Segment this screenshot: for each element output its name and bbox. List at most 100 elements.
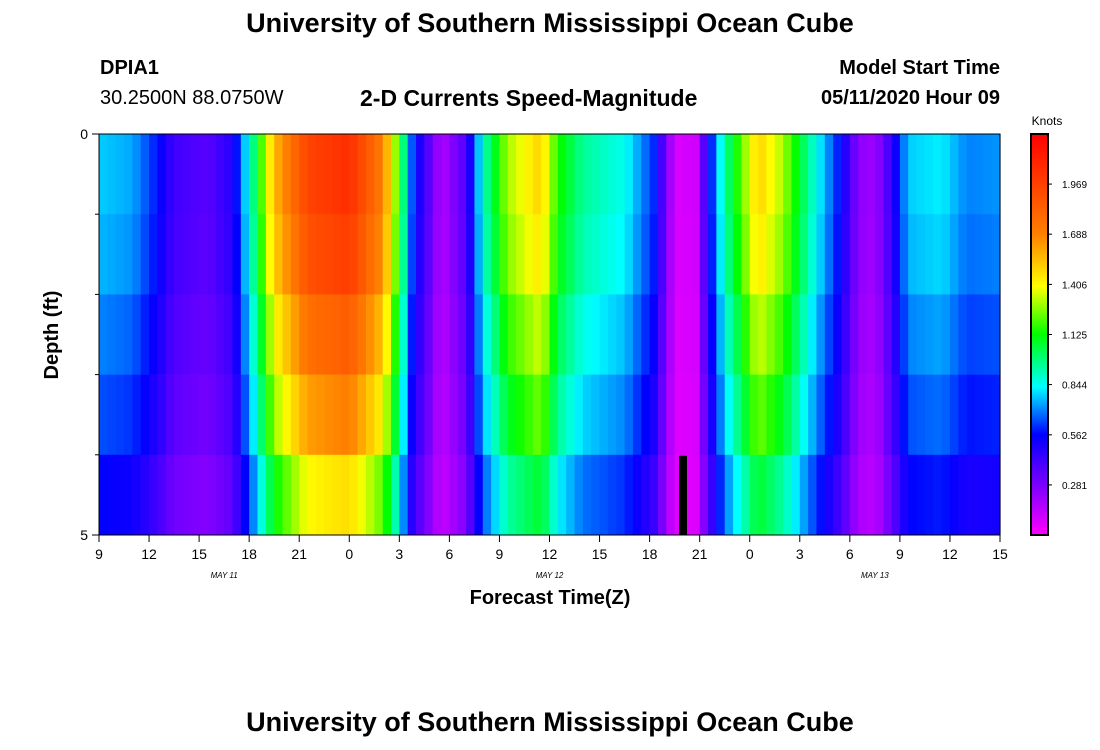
heatmap-cell	[441, 374, 450, 456]
heatmap-cell	[299, 294, 309, 375]
heatmap-cell	[324, 134, 334, 215]
heatmap-cell	[324, 214, 334, 295]
heatmap-cell	[758, 294, 768, 375]
colorbar: Knots 1.969 1.688 1.406 1.125 0.844 0.562 0.28…	[1030, 114, 1087, 536]
heatmap-cell	[708, 134, 717, 215]
heatmap-cell	[124, 374, 133, 456]
heatmap-cell	[482, 374, 492, 456]
heatmap-cell	[257, 454, 267, 536]
heatmap-cell	[249, 294, 259, 375]
heatmap-cell	[474, 454, 484, 536]
heatmap-cell	[507, 374, 517, 456]
heatmap-cell	[157, 454, 167, 536]
heatmap-cell	[808, 454, 818, 536]
heatmap-cell	[949, 374, 959, 456]
heatmap-cell	[724, 134, 734, 215]
heatmap-cell	[908, 374, 918, 456]
heatmap-cell	[182, 134, 192, 215]
heatmap-cell	[607, 214, 617, 295]
heatmap-cell	[524, 374, 534, 456]
heatmap-cell	[657, 454, 667, 536]
heatmap-cell	[115, 454, 125, 536]
heatmap-cell	[841, 294, 851, 375]
heatmap-cell	[215, 214, 225, 295]
heatmap-cell	[883, 134, 893, 215]
heatmap-cell	[816, 134, 826, 215]
heatmap-cell	[883, 214, 893, 295]
heatmap-cell	[407, 134, 417, 215]
heatmap-cell	[966, 134, 976, 215]
x-tick-label: 21	[692, 546, 708, 562]
heatmap-cell	[632, 374, 642, 456]
heatmap-cell	[99, 134, 108, 215]
heatmap-cell	[499, 454, 509, 536]
heatmap-cell	[107, 294, 117, 375]
heatmap-cell	[974, 214, 984, 295]
heatmap-cell	[524, 294, 534, 375]
heatmap-cell	[149, 454, 158, 536]
heatmap-cell	[574, 454, 584, 536]
page-title-footer: University of Southern Mississippi Ocean…	[246, 707, 854, 737]
heatmap-cell	[432, 454, 442, 536]
heatmap-cell	[482, 134, 492, 215]
heatmap-cell	[974, 294, 984, 375]
heatmap-cell	[699, 374, 709, 456]
x-tick-label: 12	[141, 546, 157, 562]
heatmap-cell	[232, 214, 242, 295]
heatmap-cell	[624, 214, 634, 295]
heatmap-cell	[474, 134, 484, 215]
heatmap-cell	[557, 374, 567, 456]
heatmap-cell	[766, 374, 776, 456]
heatmap-cell	[416, 214, 425, 295]
heatmap-cell	[332, 294, 342, 375]
heatmap-cell	[124, 294, 133, 375]
heatmap-cell	[390, 374, 400, 456]
heatmap-cell	[257, 294, 267, 375]
x-tick-label: 9	[896, 546, 904, 562]
heatmap-cell	[232, 294, 242, 375]
heatmap-cell	[566, 294, 576, 375]
heatmap-cell	[224, 454, 234, 536]
heatmap-cell	[891, 134, 901, 215]
heatmap-cell	[232, 454, 242, 536]
heatmap-cell	[599, 454, 609, 536]
heatmap-cell	[566, 214, 576, 295]
heatmap-cell	[199, 214, 209, 295]
heatmap-cell	[682, 214, 692, 295]
heatmap-cell	[307, 374, 317, 456]
heatmap-cell	[290, 214, 300, 295]
heatmap-cell	[949, 134, 959, 215]
heatmap-cell	[165, 294, 175, 375]
heatmap-cell	[791, 134, 801, 215]
heatmap-cell	[157, 214, 167, 295]
heatmap-cell	[824, 134, 834, 215]
y-axis: 05	[80, 126, 99, 543]
heatmap-cell	[641, 214, 651, 295]
heatmap-cell	[824, 454, 834, 536]
heatmap-cell	[774, 294, 784, 375]
heatmap-cell	[849, 374, 859, 456]
heatmap-cell	[115, 374, 125, 456]
heatmap-cell	[324, 374, 334, 456]
heatmap-cell	[541, 374, 551, 456]
heatmap-cell	[215, 134, 225, 215]
model-start-time: 05/11/2020 Hour 09	[820, 87, 1000, 109]
heatmap-cell	[783, 374, 793, 456]
heatmap-cell	[365, 214, 375, 295]
heatmap-cell	[507, 454, 517, 536]
heatmap-cell	[532, 214, 542, 295]
heatmap-cell	[399, 374, 409, 456]
colorbar-tick-label: 1.406	[1062, 280, 1087, 291]
heatmap-cell	[616, 134, 626, 215]
heatmap-cell	[349, 294, 359, 375]
heatmap-cell	[274, 134, 284, 215]
heatmap-cell	[899, 454, 909, 536]
heatmap-cell	[557, 454, 567, 536]
heatmap-cell	[340, 454, 350, 536]
heatmap-cell	[441, 294, 450, 375]
heatmap-cell	[132, 214, 142, 295]
heatmap-cell	[908, 294, 918, 375]
heatmap-cell	[616, 294, 626, 375]
heatmap-cell	[741, 294, 751, 375]
heatmap-cell	[908, 134, 918, 215]
